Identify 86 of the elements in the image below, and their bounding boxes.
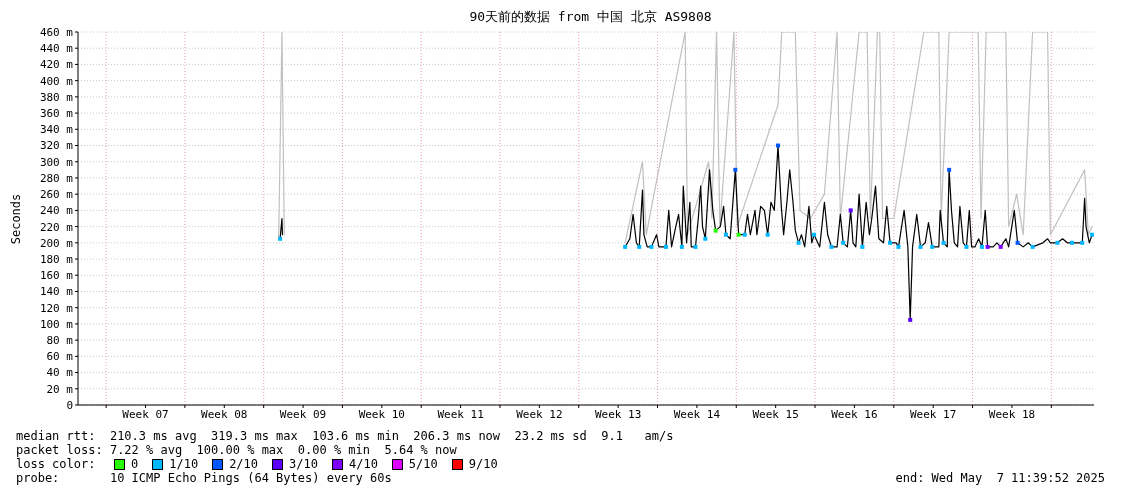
y-tick-label: 360 m — [39, 106, 74, 120]
point — [649, 244, 654, 249]
point — [278, 236, 283, 241]
x-tick-label: Week 10 — [358, 407, 405, 421]
point — [860, 244, 865, 249]
point — [964, 244, 969, 249]
point — [908, 317, 913, 322]
text: packet loss: 7.22 % avg 100.00 % max 0.00 % min 5.64 % now — [16, 443, 458, 457]
y-tick-label: 320 m — [39, 139, 74, 153]
point — [918, 244, 923, 249]
x-tick-label: Week 08 — [201, 407, 248, 421]
legend-title: loss color: — [16, 457, 97, 471]
x-tick-label: Week 16 — [831, 407, 878, 421]
x-tick-label: Week 15 — [752, 407, 799, 421]
point — [703, 236, 708, 241]
point — [637, 244, 642, 249]
y-tick-label: 460 m — [39, 25, 74, 39]
text: median rtt: 210.3 ms avg 319.3 ms max 103.6 ms min 206.3 ms now 23.2 ms sd 9.1 am/s — [16, 429, 675, 443]
legend-label: 3/10 — [288, 457, 318, 471]
y-tick-label: 340 m — [39, 123, 74, 137]
point — [1069, 240, 1074, 245]
y-tick-label: 260 m — [39, 188, 74, 202]
x-tick-label: Week 09 — [279, 407, 327, 421]
legend-label: 1/10 — [168, 457, 199, 471]
point — [713, 228, 718, 233]
point — [1030, 244, 1035, 249]
legend-label: 2/10 — [228, 457, 259, 471]
y-tick-label: 280 m — [39, 171, 74, 185]
point — [841, 240, 846, 245]
point — [796, 240, 801, 245]
y-tick-label: 0 — [66, 398, 73, 412]
point — [985, 244, 990, 249]
point — [941, 240, 946, 245]
point — [1080, 240, 1085, 245]
point — [829, 244, 834, 249]
point — [848, 208, 853, 213]
x-tick-label: Week 14 — [673, 407, 721, 421]
y-tick-label: 80 m — [46, 334, 74, 348]
x-tick-label: Week 17 — [910, 407, 957, 421]
x-tick-label: Week 13 — [594, 407, 642, 421]
point — [998, 244, 1003, 249]
legend-label: 9/10 — [467, 457, 498, 471]
point — [775, 143, 780, 148]
point — [623, 244, 628, 249]
point — [896, 244, 901, 249]
x-tick-label: Week 18 — [988, 407, 1036, 421]
y-tick-label: 420 m — [39, 58, 74, 72]
point — [1055, 240, 1060, 245]
y-axis-title: Seconds — [9, 193, 24, 245]
y-tick-label: 440 m — [39, 42, 74, 56]
x-tick-label: Week 11 — [437, 407, 484, 421]
y-tick-label: 20 m — [46, 382, 74, 396]
point — [947, 167, 952, 172]
y-tick-label: 380 m — [39, 90, 74, 104]
y-tick-label: 100 m — [39, 317, 74, 331]
y-tick-label: 400 m — [39, 74, 74, 88]
point — [765, 232, 770, 237]
point — [1090, 232, 1094, 237]
x-tick-label: Week 07 — [122, 407, 169, 421]
y-tick-label: 120 m — [39, 301, 74, 315]
x-tick-label: Week 12 — [516, 407, 563, 421]
legend-label: 0 — [130, 457, 139, 471]
point — [723, 232, 728, 237]
point — [679, 244, 684, 249]
point — [663, 244, 668, 249]
y-tick-label: 220 m — [39, 220, 74, 234]
y-tick-label: 240 m — [39, 204, 74, 218]
y-tick-label: 40 m — [46, 366, 74, 380]
text: probe: 10 ICMP Echo Pings (64 Bytes) every 60s — [16, 471, 392, 485]
point — [693, 244, 698, 249]
chart-title: 90天前的数据 from 中国 北京 AS9808 — [468, 8, 713, 24]
y-tick-label: 60 m — [46, 350, 74, 364]
y-tick-label: 180 m — [39, 252, 74, 266]
point — [930, 244, 935, 249]
point — [1015, 240, 1020, 245]
point — [979, 244, 984, 249]
y-tick-label: 160 m — [39, 269, 74, 283]
point — [742, 232, 747, 237]
point — [888, 240, 893, 245]
legend-label: 5/10 — [407, 457, 438, 471]
y-tick-label: 140 m — [39, 285, 74, 299]
text: end: Wed May 7 11:39:52 2025 — [895, 471, 1105, 485]
point — [736, 232, 741, 237]
y-tick-label: 300 m — [39, 155, 74, 169]
y-tick-label: 200 m — [39, 236, 74, 250]
legend-label: 4/10 — [347, 457, 378, 471]
